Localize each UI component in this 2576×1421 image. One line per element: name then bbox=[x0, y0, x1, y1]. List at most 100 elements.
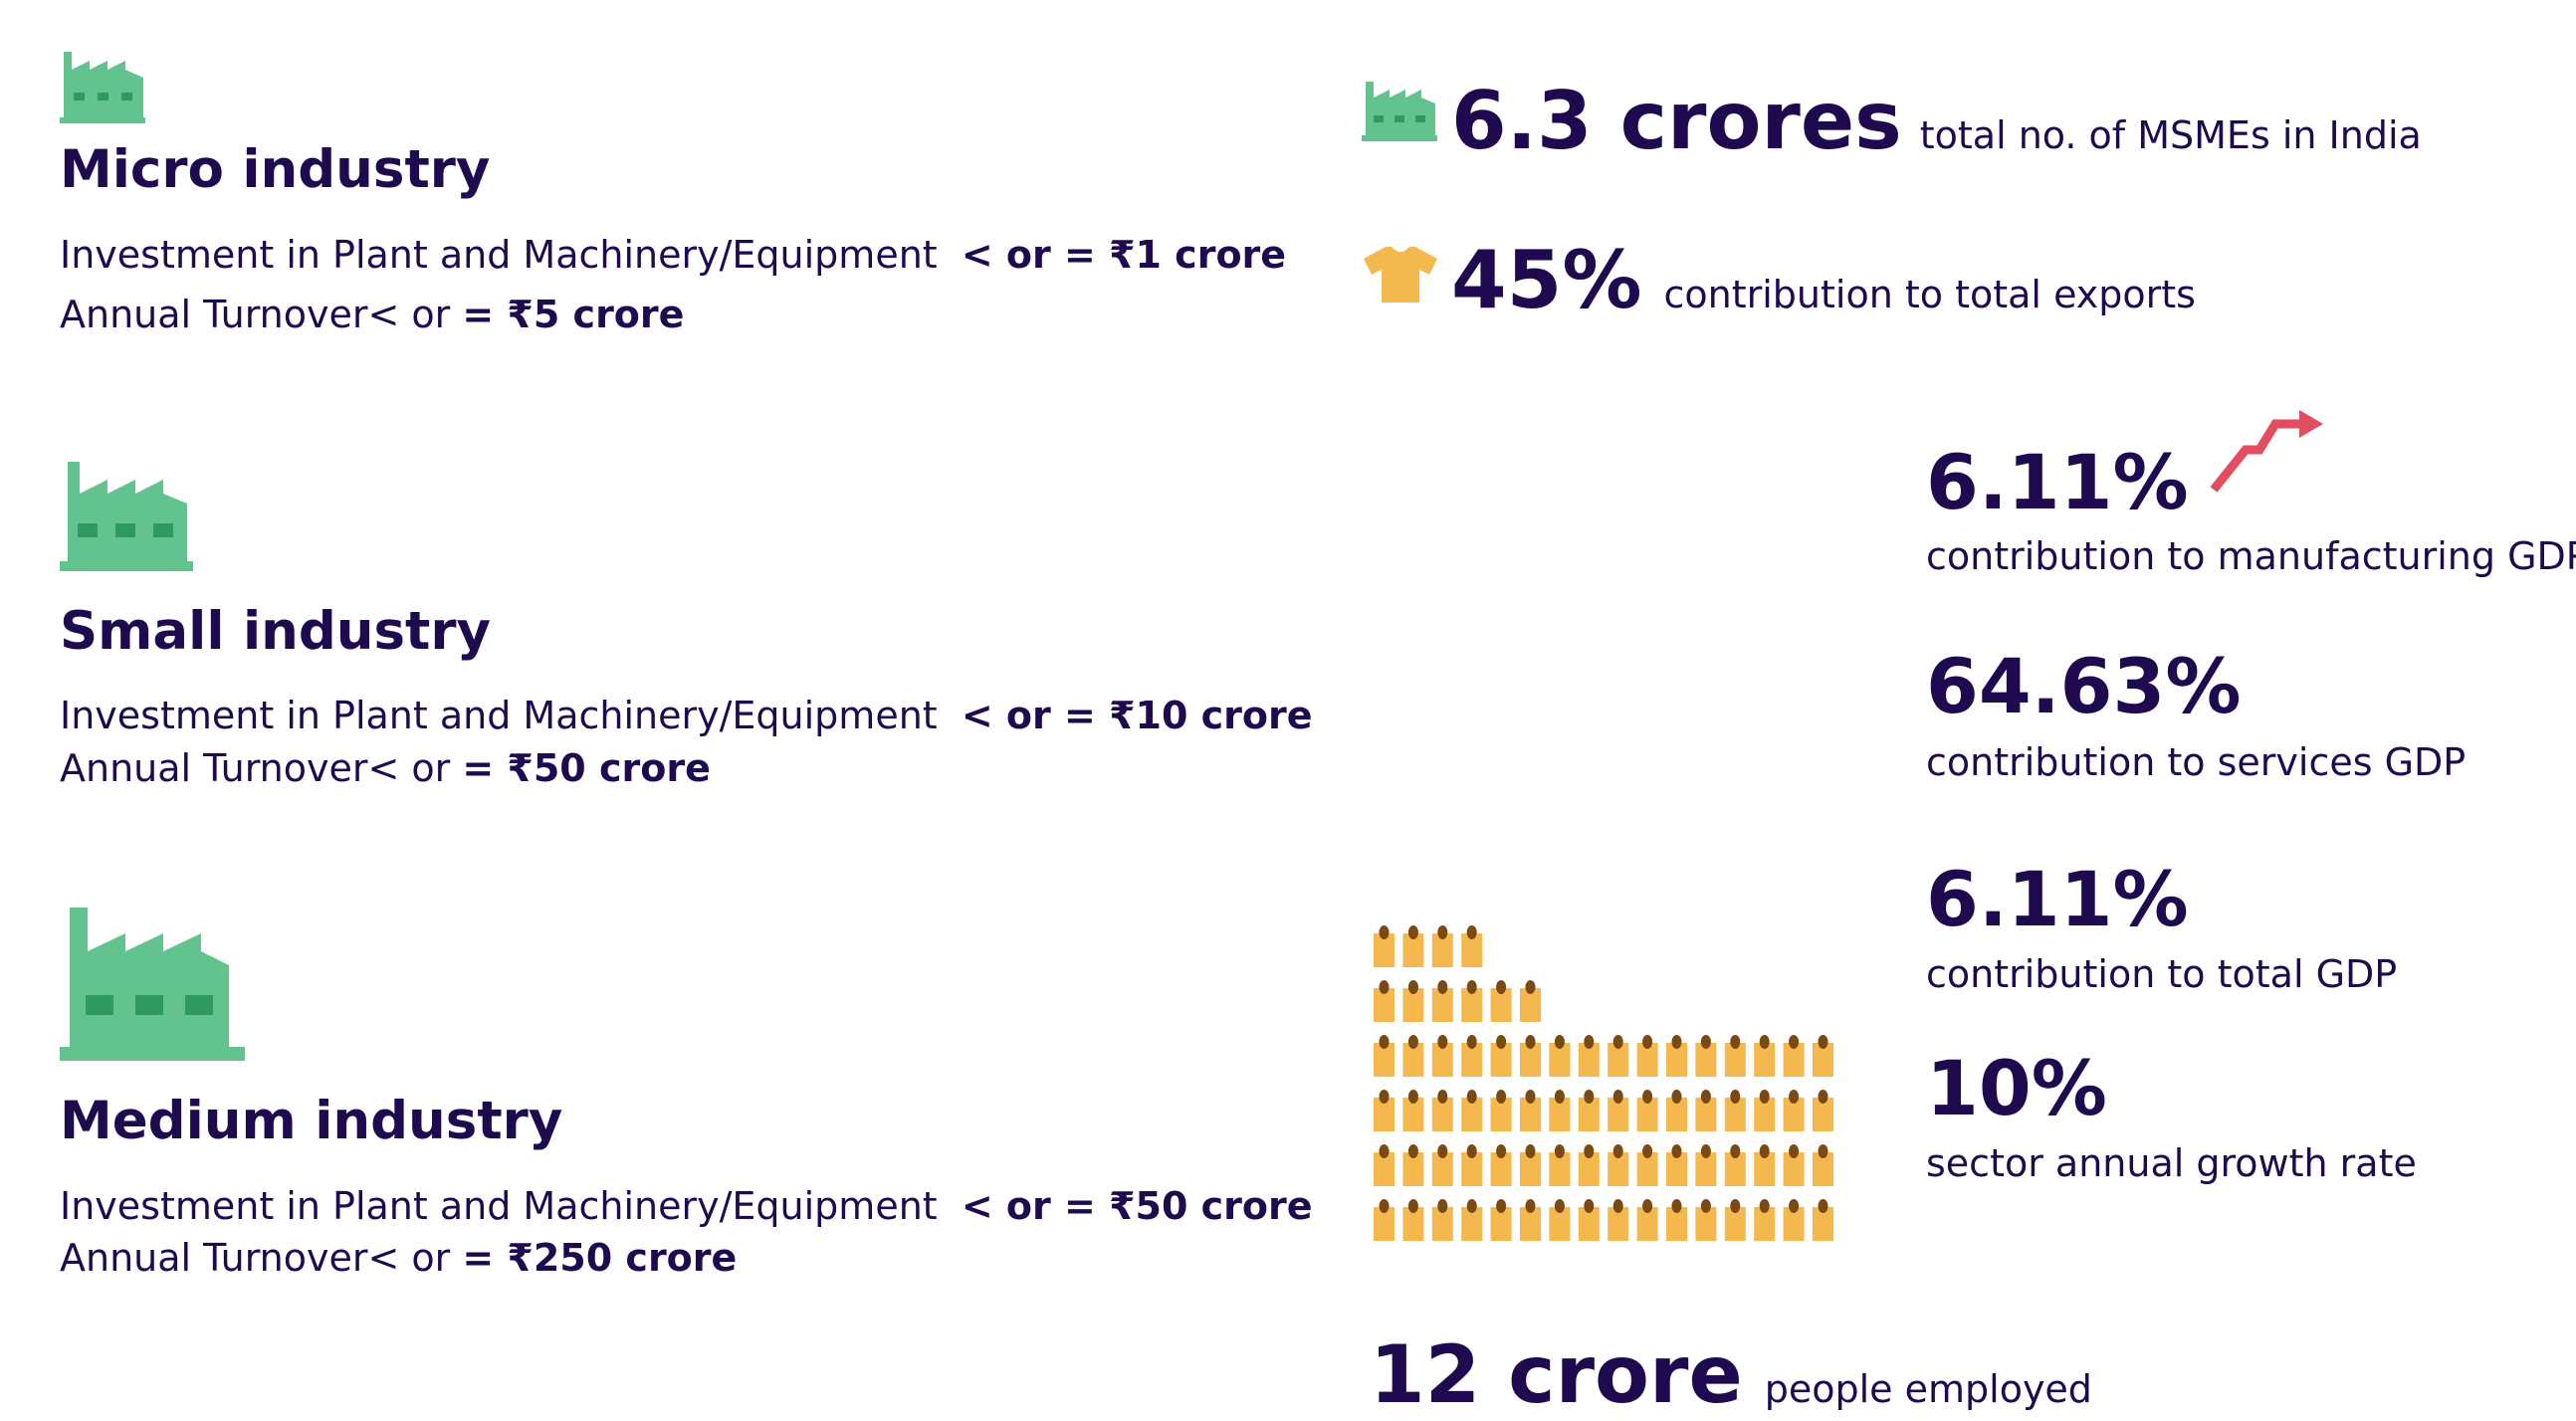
person-figure bbox=[1813, 1199, 1833, 1241]
person-figure bbox=[1666, 1090, 1687, 1131]
person-figure bbox=[1402, 1035, 1424, 1077]
employment-stat: 12 crore people employed bbox=[1370, 1335, 2092, 1415]
person-figure bbox=[1636, 1090, 1658, 1131]
total-gdp-label: contribution to total GDP bbox=[1926, 952, 2398, 996]
person-figure bbox=[1695, 1144, 1717, 1186]
person-figure bbox=[1608, 1090, 1629, 1131]
manufacturing-gdp-value: 6.11% bbox=[1926, 438, 2189, 526]
people-icon bbox=[1374, 925, 1833, 1241]
person-figure bbox=[1461, 1144, 1483, 1186]
medium-turnover-value: = ₹250 crore bbox=[462, 1236, 738, 1280]
person-figure bbox=[1695, 1035, 1717, 1077]
person-figure bbox=[1490, 1035, 1512, 1077]
person-figure bbox=[1754, 1035, 1776, 1077]
micro-investment-value: < or = ₹1 crore bbox=[961, 233, 1287, 277]
person-figure bbox=[1520, 1035, 1541, 1077]
person-figure bbox=[1402, 1144, 1424, 1186]
person-figure bbox=[1431, 1035, 1453, 1077]
medium-investment-label: Investment in Plant and Machinery/Equipm… bbox=[60, 1184, 938, 1228]
person-figure bbox=[1461, 1090, 1483, 1131]
micro-turnover-value: = ₹5 crore bbox=[462, 293, 685, 336]
person-figure bbox=[1431, 1090, 1453, 1131]
person-figure bbox=[1461, 980, 1483, 1022]
trend-up-arrow-icon bbox=[2208, 398, 2327, 498]
manufacturing-gdp-label: contribution to manufacturing GDP bbox=[1926, 534, 2576, 578]
medium-turnover-line: Annual Turnover< or = ₹250 crore bbox=[60, 1239, 737, 1277]
person-figure bbox=[1608, 1144, 1629, 1186]
person-figure bbox=[1724, 1090, 1746, 1131]
person-figure bbox=[1374, 925, 1395, 967]
person-figure bbox=[1402, 1199, 1424, 1241]
person-figure bbox=[1608, 1199, 1629, 1241]
employment-label: people employed bbox=[1764, 1367, 2092, 1411]
micro-industry-title: Micro industry bbox=[60, 139, 491, 200]
exports-label: contribution to total exports bbox=[1663, 273, 2196, 316]
person-figure bbox=[1431, 1199, 1453, 1241]
person-figure bbox=[1783, 1090, 1805, 1131]
medium-investment-line: Investment in Plant and Machinery/Equipm… bbox=[60, 1187, 1313, 1225]
medium-industry-title: Medium industry bbox=[60, 1091, 563, 1151]
person-figure bbox=[1666, 1035, 1687, 1077]
services-gdp-value: 64.63% bbox=[1926, 642, 2242, 730]
person-figure bbox=[1374, 1144, 1395, 1186]
small-investment-value: < or = ₹10 crore bbox=[961, 694, 1313, 737]
person-figure bbox=[1431, 980, 1453, 1022]
person-figure bbox=[1578, 1144, 1600, 1186]
person-figure bbox=[1754, 1199, 1776, 1241]
person-figure bbox=[1695, 1199, 1717, 1241]
growth-rate-label: sector annual growth rate bbox=[1926, 1141, 2417, 1185]
person-figure bbox=[1402, 980, 1424, 1022]
person-figure bbox=[1783, 1035, 1805, 1077]
person-figure bbox=[1461, 925, 1483, 967]
person-figure bbox=[1402, 925, 1424, 967]
micro-investment-line: Investment in Plant and Machinery/Equipm… bbox=[60, 236, 1286, 274]
person-figure bbox=[1461, 1199, 1483, 1241]
services-gdp-label: contribution to services GDP bbox=[1926, 740, 2467, 784]
small-industry-title: Small industry bbox=[60, 601, 492, 662]
person-figure bbox=[1578, 1199, 1600, 1241]
person-figure bbox=[1520, 1199, 1541, 1241]
employment-value: 12 crore bbox=[1370, 1328, 1743, 1421]
person-figure bbox=[1431, 1144, 1453, 1186]
person-figure bbox=[1666, 1199, 1687, 1241]
person-figure bbox=[1374, 1090, 1395, 1131]
growth-rate-value: 10% bbox=[1926, 1044, 2107, 1132]
small-factory-icon bbox=[60, 458, 193, 571]
person-figure bbox=[1754, 1144, 1776, 1186]
micro-turnover-line: Annual Turnover< or = ₹5 crore bbox=[60, 296, 684, 333]
person-figure bbox=[1578, 1035, 1600, 1077]
person-figure bbox=[1813, 1090, 1833, 1131]
person-figure bbox=[1490, 1199, 1512, 1241]
msme-count-label: total no. of MSMEs in India bbox=[1919, 113, 2422, 157]
person-figure bbox=[1608, 1035, 1629, 1077]
medium-factory-icon bbox=[60, 904, 245, 1061]
medium-turnover-label: Annual Turnover< or bbox=[60, 1236, 451, 1280]
person-figure bbox=[1813, 1144, 1833, 1186]
person-figure bbox=[1549, 1090, 1571, 1131]
person-figure bbox=[1813, 1035, 1833, 1077]
person-figure bbox=[1724, 1199, 1746, 1241]
small-turnover-value: = ₹50 crore bbox=[462, 746, 711, 790]
person-figure bbox=[1549, 1199, 1571, 1241]
micro-turnover-label: Annual Turnover< or bbox=[60, 293, 451, 336]
small-investment-label: Investment in Plant and Machinery/Equipm… bbox=[60, 694, 938, 737]
person-figure bbox=[1783, 1199, 1805, 1241]
person-figure bbox=[1374, 980, 1395, 1022]
person-figure bbox=[1490, 1090, 1512, 1131]
person-figure bbox=[1549, 1035, 1571, 1077]
person-figure bbox=[1490, 1144, 1512, 1186]
person-figure bbox=[1754, 1090, 1776, 1131]
medium-investment-value: < or = ₹50 crore bbox=[961, 1184, 1313, 1228]
msme-factory-icon bbox=[1362, 80, 1437, 141]
person-figure bbox=[1374, 1199, 1395, 1241]
person-figure bbox=[1783, 1144, 1805, 1186]
small-turnover-label: Annual Turnover< or bbox=[60, 746, 451, 790]
person-figure bbox=[1695, 1090, 1717, 1131]
tshirt-icon bbox=[1364, 245, 1437, 304]
person-figure bbox=[1724, 1144, 1746, 1186]
person-figure bbox=[1402, 1090, 1424, 1131]
person-figure bbox=[1666, 1144, 1687, 1186]
person-figure bbox=[1431, 925, 1453, 967]
person-figure bbox=[1578, 1090, 1600, 1131]
person-figure bbox=[1636, 1144, 1658, 1186]
